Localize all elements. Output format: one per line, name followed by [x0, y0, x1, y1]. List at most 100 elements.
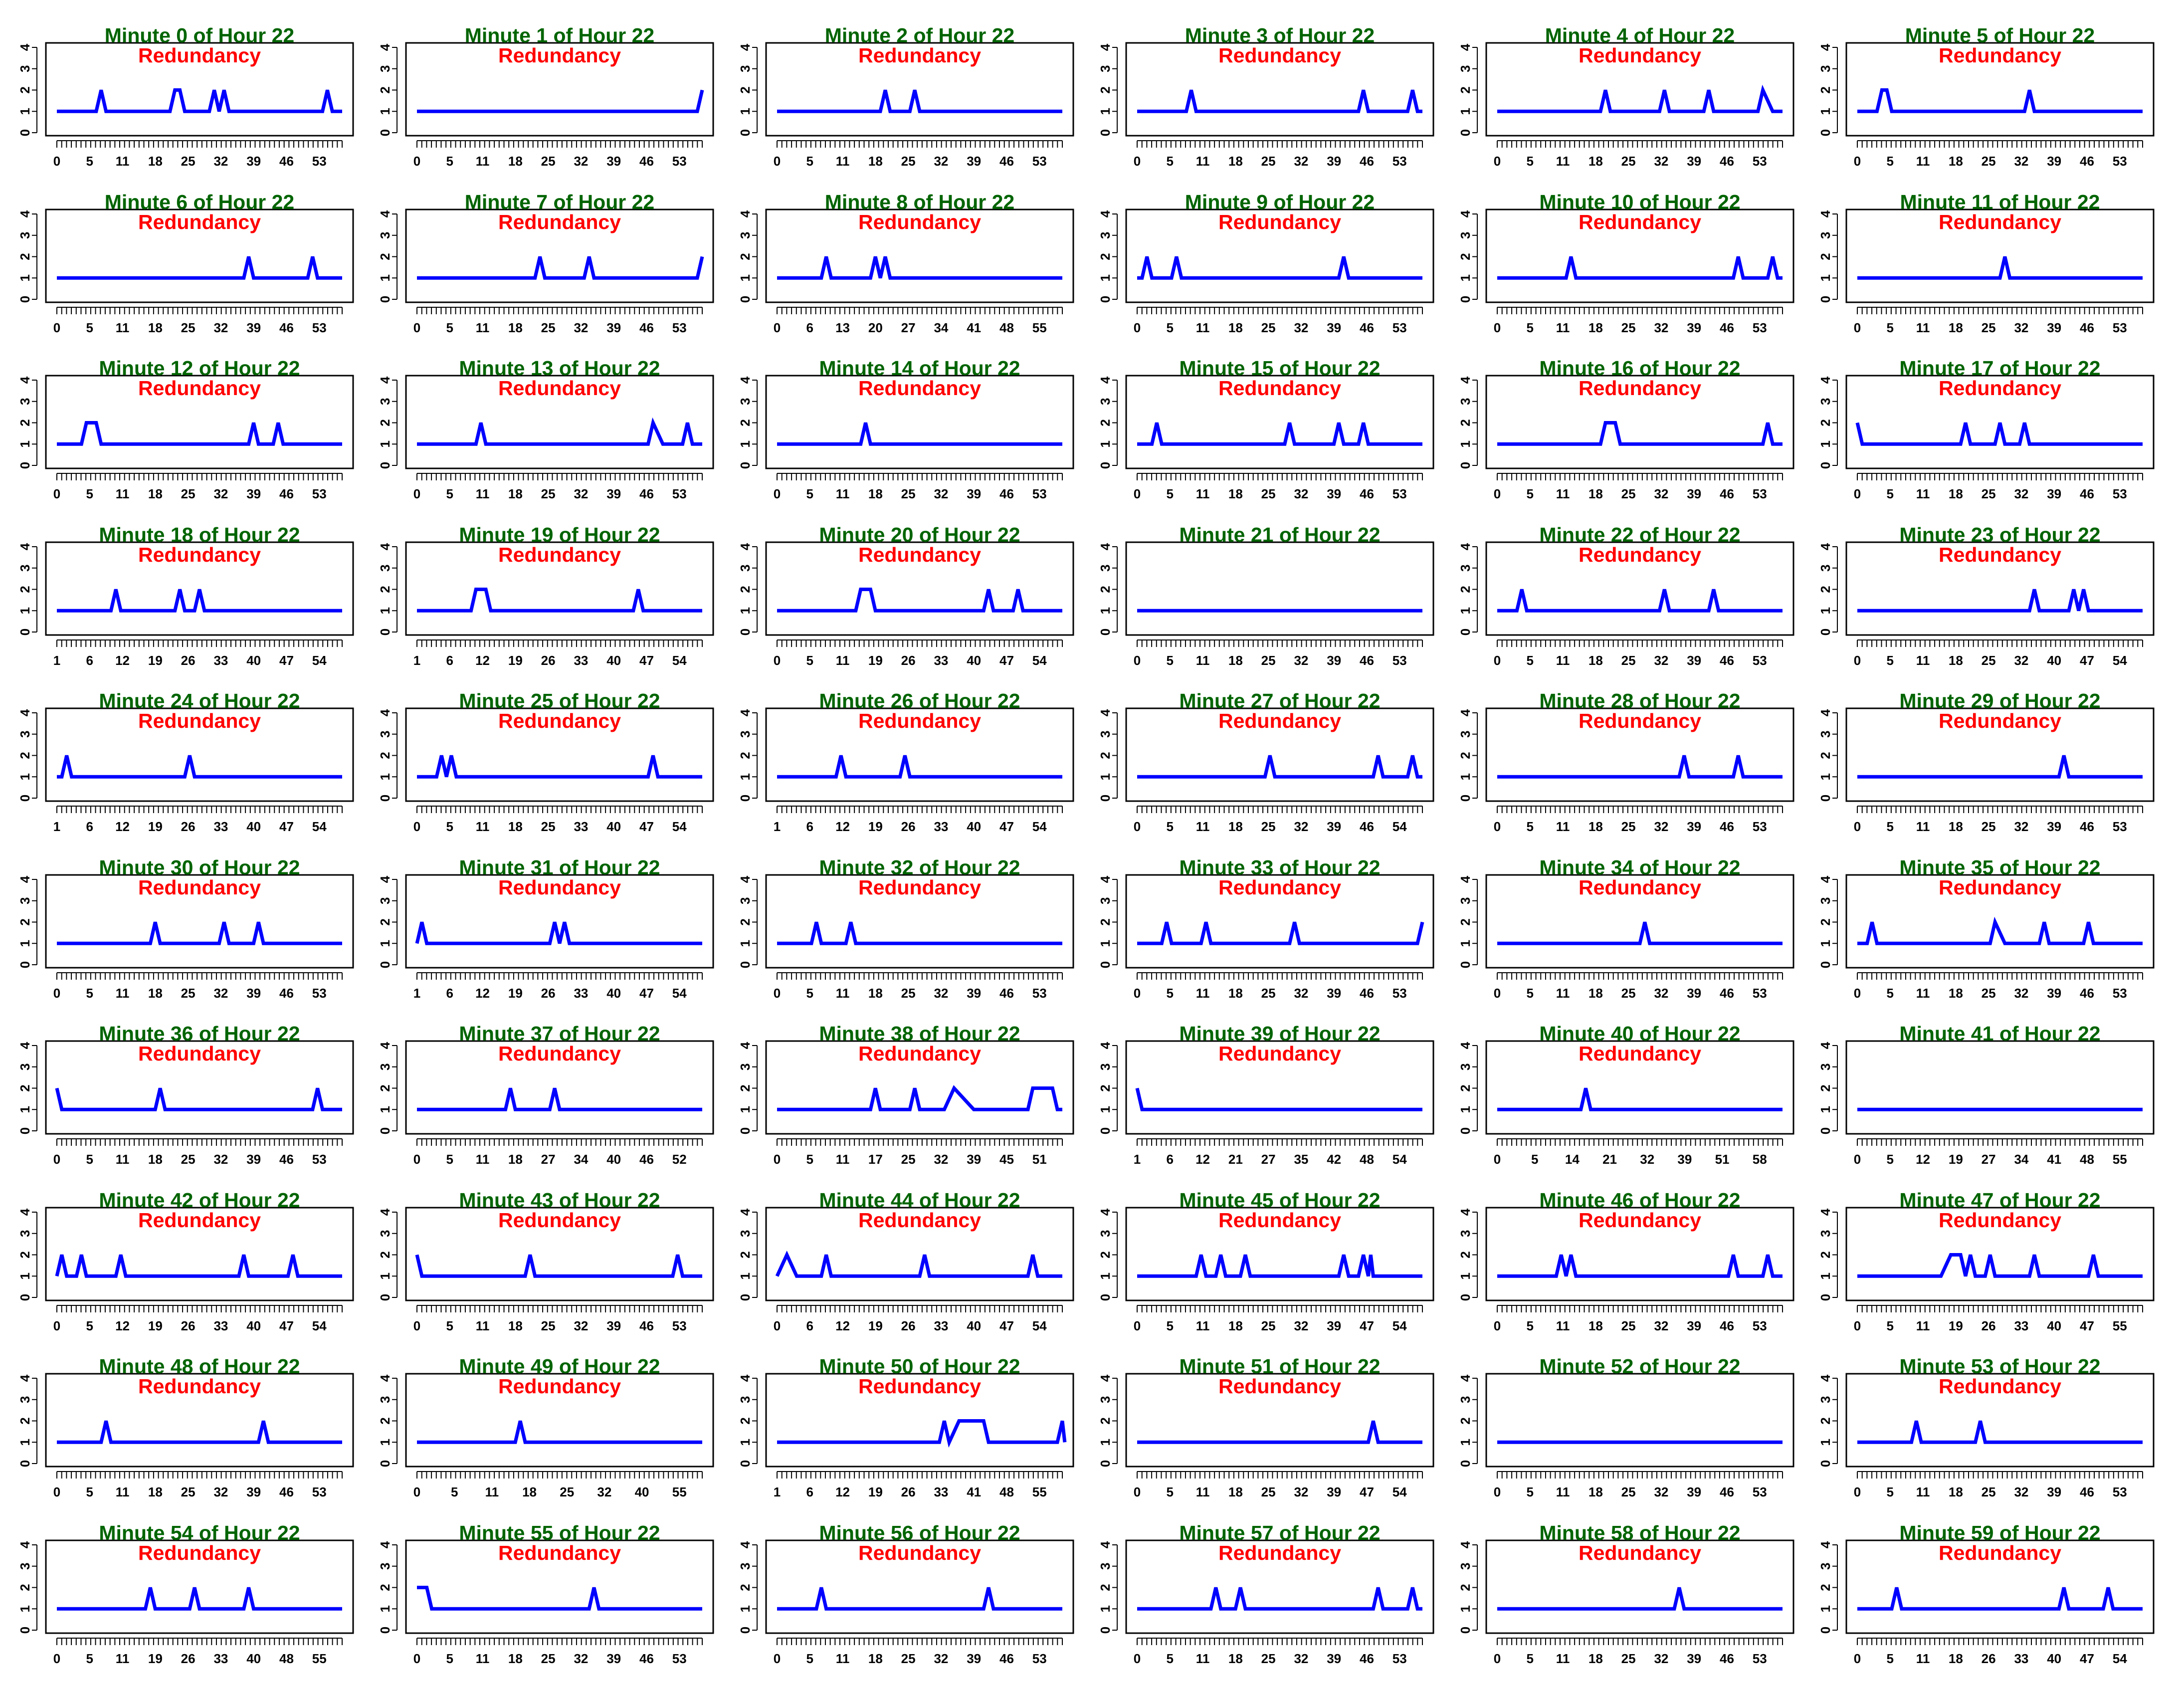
y-tick-label: 2 [1098, 1251, 1113, 1258]
x-tick-label: 18 [1228, 1318, 1243, 1333]
y-tick-label: 1 [1818, 274, 1833, 281]
y-tick-label: 4 [1098, 543, 1113, 550]
x-tick-label: 17 [868, 1152, 883, 1167]
y-tick-label: 2 [17, 1417, 32, 1424]
x-tick-label: 40 [2047, 1318, 2061, 1333]
redundancy-series-line [777, 89, 1062, 113]
y-tick-label: 4 [378, 875, 393, 883]
y-tick-label: 1 [1098, 1439, 1113, 1446]
y-tick-label: 4 [17, 709, 32, 716]
y-tick-label: 3 [378, 897, 393, 904]
x-tick-label: 53 [312, 1484, 327, 1499]
plot-frame [765, 874, 1074, 968]
y-tick-label: 4 [378, 1541, 393, 1548]
x-tick-label: 46 [2080, 819, 2094, 834]
x-tick-label: 5 [446, 1318, 453, 1333]
x-tick-label: 0 [1134, 1484, 1141, 1499]
x-tick-label: 0 [53, 1484, 60, 1499]
chart-svg: 0 1 2 3 4 0 5 11 18 25 32 39 46 53 Minute 1 of Hour 22… [378, 24, 714, 169]
minute-chart: 0 1 2 3 4 0 5 11 18 25 32 39 46 53 Minute 17 of Hour 2… [1790, 333, 2155, 501]
minute-chart: 0 1 2 3 4 0 5 11 18 27 34 40 46 52 Minute 37 of Hour 2… [350, 998, 714, 1167]
y-tick-label: 3 [17, 1396, 32, 1403]
x-tick-label: 54 [1032, 819, 1047, 834]
y-tick-label: 4 [1818, 543, 1833, 550]
redundancy-series-line [1857, 589, 2143, 613]
y-tick-label: 2 [378, 419, 393, 426]
x-tick-label: 55 [1032, 320, 1047, 335]
y-tick-label: 4 [738, 1374, 753, 1382]
y-tick-label: 4 [17, 875, 32, 883]
x-tick-label: 32 [934, 1152, 948, 1167]
chart-title: Minute 17 of Hour 22 [1899, 357, 2100, 380]
x-tick-label: 52 [672, 1152, 687, 1167]
plot-frame [405, 874, 714, 968]
x-tick-label: 40 [246, 819, 261, 834]
chart-subtitle: Redundancy [1939, 1209, 2061, 1232]
x-tick-label: 39 [1327, 819, 1341, 834]
chart-title: Minute 26 of Hour 22 [819, 689, 1020, 712]
x-tick-label: 25 [1982, 154, 1996, 169]
x-tick-label: 46 [1720, 154, 1734, 169]
x-tick-label: 5 [86, 1318, 93, 1333]
y-tick-label: 2 [378, 752, 393, 759]
x-tick-label: 25 [1621, 486, 1636, 501]
chart-svg: 0 1 2 3 4 0 5 11 18 25 32 39 46 53 Minute 29 of Hour 2… [1818, 689, 2155, 834]
chart-subtitle: Redundancy [498, 1375, 621, 1398]
x-tick-label: 26 [901, 819, 916, 834]
plot-frame [1845, 1040, 2155, 1135]
chart-subtitle: Redundancy [858, 211, 981, 233]
x-tick-label: 32 [2014, 154, 2028, 169]
y-tick-label: 3 [1818, 564, 1833, 571]
y-tick-label: 0 [1818, 795, 1833, 802]
y-tick-label: 0 [1458, 961, 1473, 968]
x-tick-label: 47 [279, 819, 294, 834]
y-tick-label: 1 [738, 274, 753, 281]
chart-svg: 0 1 2 3 4 0 5 11 18 25 32 39 46 53 Minute 56 of Hour 2… [738, 1521, 1074, 1666]
x-tick-label: 32 [213, 320, 228, 335]
chart-subtitle: Redundancy [138, 709, 261, 732]
chart-svg: 0 1 2 3 4 0 5 11 18 25 32 39 46 53 Minute 0 of Hour 22… [17, 24, 354, 169]
y-tick-label: 0 [1098, 961, 1113, 968]
x-tick-label: 5 [446, 320, 453, 335]
chart-subtitle: Redundancy [1579, 44, 1701, 67]
x-tick-label: 5 [86, 1484, 93, 1499]
x-tick-label: 5 [1527, 986, 1534, 1001]
plot-frame [45, 707, 354, 802]
x-tick-label: 18 [508, 819, 523, 834]
x-tick-label: 54 [2113, 653, 2127, 668]
x-tick-label: 25 [181, 986, 196, 1001]
plot-frame [1125, 874, 1434, 968]
y-tick-label: 4 [17, 43, 32, 51]
y-tick-label: 1 [1098, 1605, 1113, 1612]
x-tick-label: 48 [999, 1484, 1014, 1499]
x-tick-label: 54 [1392, 819, 1407, 834]
y-tick-label: 0 [738, 129, 753, 136]
x-tick-label: 46 [2080, 154, 2094, 169]
y-tick-label: 2 [1818, 86, 1833, 93]
chart-title: Minute 4 of Hour 22 [1545, 24, 1735, 47]
x-tick-label: 12 [1916, 1152, 1930, 1167]
x-tick-label: 18 [148, 1152, 163, 1167]
x-tick-label: 12 [1195, 1152, 1210, 1167]
y-tick-label: 3 [1458, 398, 1473, 405]
y-tick-label: 1 [17, 1106, 32, 1113]
x-tick-label: 53 [312, 320, 327, 335]
x-tick-label: 53 [1753, 1484, 1767, 1499]
chart-subtitle: Redundancy [1579, 211, 1701, 233]
redundancy-series-line [1857, 916, 2143, 945]
plot-frame [1125, 375, 1434, 469]
minute-chart: 0 1 2 3 4 1 6 12 19 26 33 40 47 54 Minute 31 of Hour 2… [350, 832, 714, 1001]
y-tick-label: 2 [378, 586, 393, 593]
plot-frame [1845, 375, 2155, 469]
y-tick-label: 1 [1458, 440, 1473, 447]
minute-chart: 0 1 2 3 4 0 5 11 18 25 32 39 46 53 Minute 43 of Hour 2… [350, 1165, 714, 1333]
y-tick-label: 2 [1098, 1084, 1113, 1091]
x-tick-label: 53 [1392, 320, 1407, 335]
x-tick-label: 32 [934, 1651, 948, 1666]
x-tick-label: 46 [639, 1318, 654, 1333]
minute-chart: 0 1 2 3 4 0 5 11 18 25 32 39 46 53 Minute 46 of Hour 2… [1430, 1165, 1794, 1333]
